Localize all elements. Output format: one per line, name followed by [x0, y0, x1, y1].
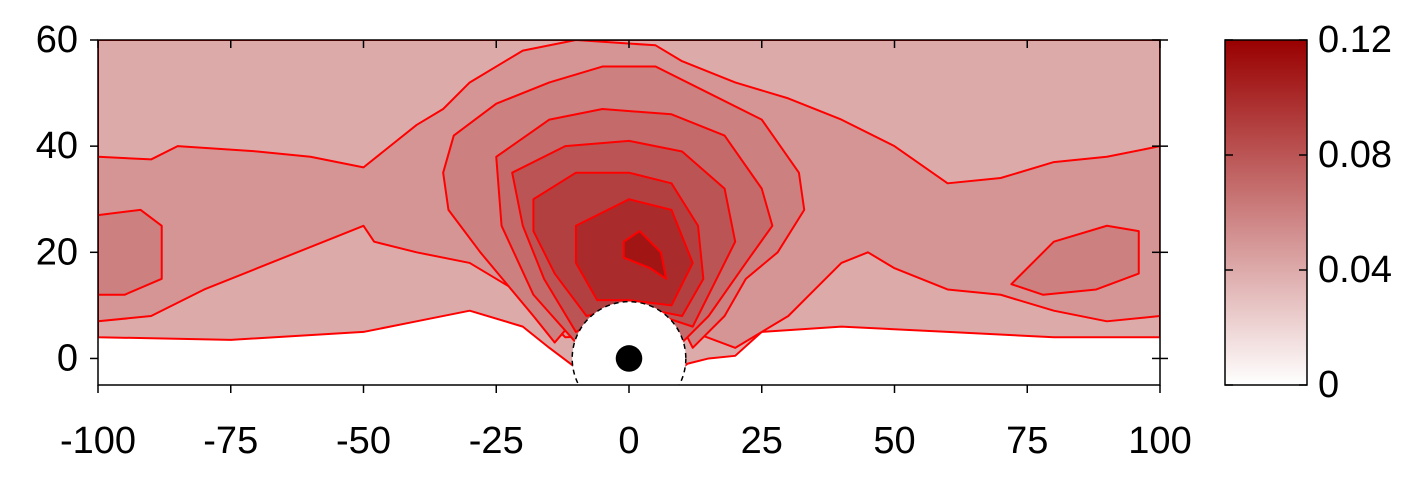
colorbar-tick-label: 0	[1318, 364, 1339, 406]
x-tick-label: -75	[203, 420, 258, 462]
colorbar-tick-label: 0.12	[1318, 19, 1392, 61]
y-tick-label: 60	[36, 19, 78, 61]
x-tick-label: 50	[873, 420, 915, 462]
contour-region	[98, 208, 163, 296]
y-tick-label: 40	[36, 125, 78, 167]
y-tick-label: 20	[36, 231, 78, 273]
x-tick-label: 25	[741, 420, 783, 462]
x-tick-label: 100	[1128, 420, 1191, 462]
colorbar-tick-label: 0.08	[1318, 134, 1392, 176]
x-tick-label: 75	[1006, 420, 1048, 462]
obstacle-boundary	[571, 300, 687, 385]
contour-region	[622, 230, 668, 280]
contour-region	[1010, 224, 1140, 296]
x-tick-label: -25	[469, 420, 524, 462]
colorbar-tick-label: 0.04	[1318, 249, 1392, 291]
x-tick-label: 0	[618, 420, 639, 462]
y-tick-label: 0	[57, 337, 78, 379]
obstacle-core	[615, 345, 643, 372]
plot-area	[98, 40, 1160, 385]
colorbar	[1224, 39, 1308, 386]
x-tick-label: -50	[336, 420, 391, 462]
x-tick-label: -100	[60, 420, 136, 462]
